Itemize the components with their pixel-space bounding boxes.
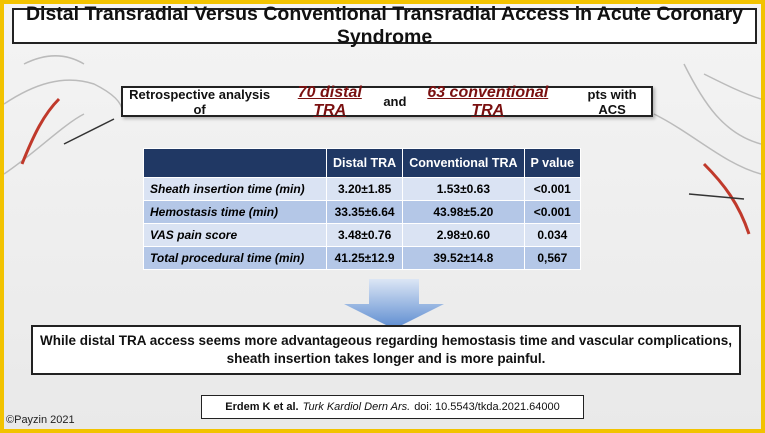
subtitle-tail: pts with ACS xyxy=(573,87,651,117)
table-cell: 3.20±1.85 xyxy=(327,178,403,201)
row-label: Sheath insertion time (min) xyxy=(144,178,327,201)
header-cell: P value xyxy=(524,149,581,178)
header-cell: Distal TRA xyxy=(327,149,403,178)
subtitle-joiner: and xyxy=(383,94,406,109)
citation-journal: Turk Kardiol Dern Ars. xyxy=(303,401,411,413)
slide: Distal Transradial Versus Conventional T… xyxy=(0,0,765,433)
right-hand xyxy=(654,64,761,234)
table-cell: 2.98±0.60 xyxy=(403,224,524,247)
table-cell: 39.52±14.8 xyxy=(403,247,524,270)
row-label: Total procedural time (min) xyxy=(144,247,327,270)
conclusion-line: While distal TRA access seems more advan… xyxy=(40,332,732,350)
table-cell: 0.034 xyxy=(524,224,581,247)
conclusion: While distal TRA access seems more advan… xyxy=(31,325,741,375)
table-cell: <0.001 xyxy=(524,201,581,224)
conclusion-line: sheath insertion takes longer and is mor… xyxy=(227,350,546,368)
group-conventional: 63 conventional TRA xyxy=(410,84,565,120)
table-cell: 3.48±0.76 xyxy=(327,224,403,247)
arrow xyxy=(344,279,444,329)
row-label: VAS pain score xyxy=(144,224,327,247)
table-cell: <0.001 xyxy=(524,178,581,201)
group-distal: 70 distal TRA xyxy=(280,84,379,120)
table-cell: 1.53±0.63 xyxy=(403,178,524,201)
citation-doi: doi: 10.5543/tkda.2021.64000 xyxy=(414,401,560,413)
subtitle: Retrospective analysis of 70 distal TRA … xyxy=(121,86,653,117)
citation-authors: Erdem K et al. xyxy=(225,401,298,413)
header-cell xyxy=(144,149,327,178)
left-hand xyxy=(4,56,122,174)
header-cell: Conventional TRA xyxy=(403,149,524,178)
table-cell: 41.25±12.9 xyxy=(327,247,403,270)
row-label: Hemostasis time (min) xyxy=(144,201,327,224)
table-cell: 0,567 xyxy=(524,247,581,270)
citation: Erdem K et al. Turk Kardiol Dern Ars. do… xyxy=(201,395,584,419)
title: Distal Transradial Versus Conventional T… xyxy=(12,8,757,44)
table-cell: 43.98±5.20 xyxy=(403,201,524,224)
table-cell: 33.35±6.64 xyxy=(327,201,403,224)
copyright: ©Payzin 2021 xyxy=(6,414,75,426)
subtitle-lead: Retrospective analysis of xyxy=(123,87,276,117)
